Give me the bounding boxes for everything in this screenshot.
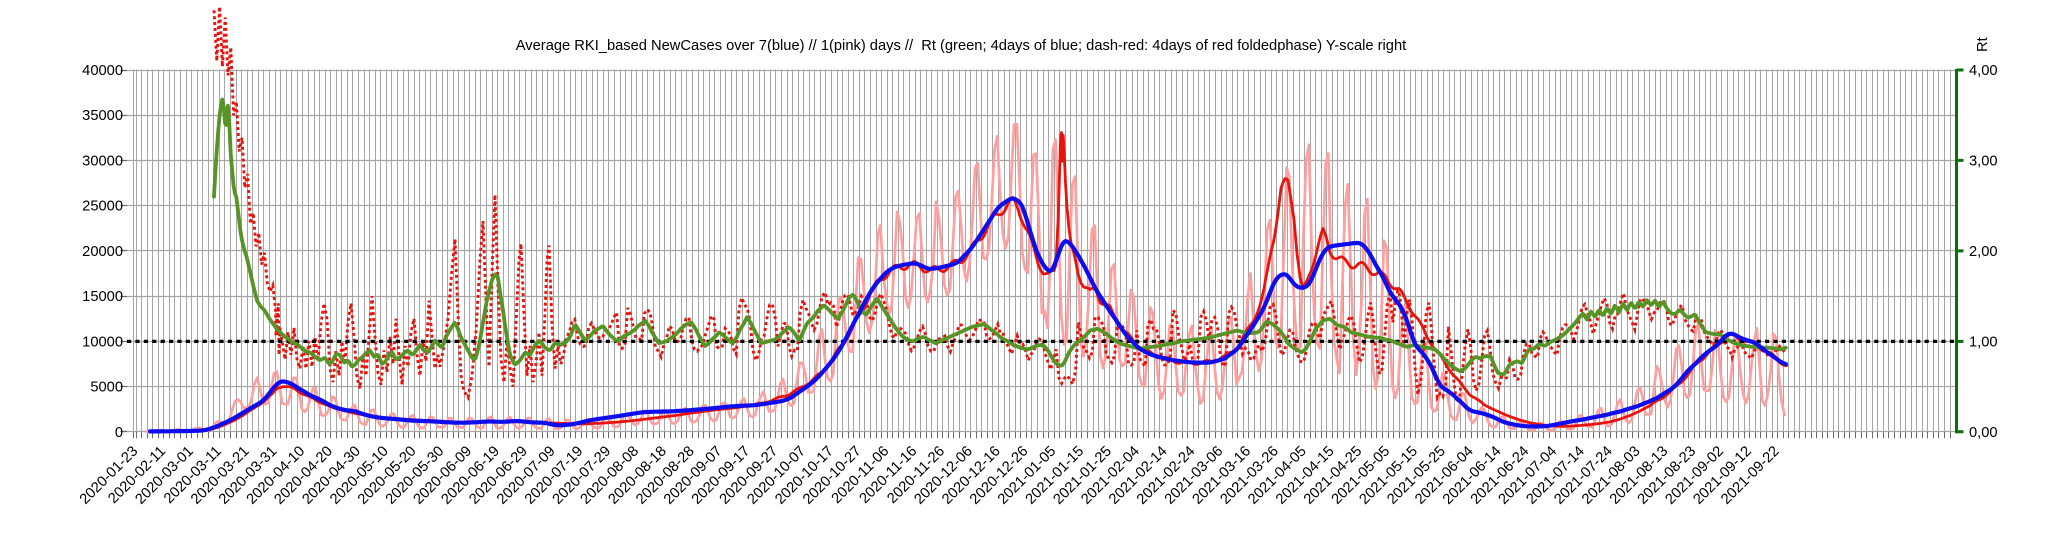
svg-text:4,00: 4,00	[1969, 63, 1998, 79]
svg-text:15000: 15000	[82, 289, 123, 305]
svg-text:3,00: 3,00	[1969, 153, 1998, 169]
svg-text:20000: 20000	[82, 244, 123, 260]
svg-text:0: 0	[115, 425, 123, 441]
svg-text:25000: 25000	[82, 199, 123, 215]
svg-text:40000: 40000	[82, 63, 123, 79]
svg-text:30000: 30000	[82, 153, 123, 169]
svg-text:10000: 10000	[82, 334, 123, 350]
svg-text:Average RKI_based NewCases ove: Average RKI_based NewCases over 7(blue) …	[516, 38, 1406, 54]
svg-text:Rt: Rt	[1975, 37, 1991, 52]
svg-text:2,00: 2,00	[1969, 244, 1998, 260]
svg-text:1,00: 1,00	[1969, 334, 1998, 350]
svg-text:0,00: 0,00	[1969, 425, 1998, 441]
svg-text:5000: 5000	[90, 380, 123, 396]
svg-text:35000: 35000	[82, 108, 123, 124]
